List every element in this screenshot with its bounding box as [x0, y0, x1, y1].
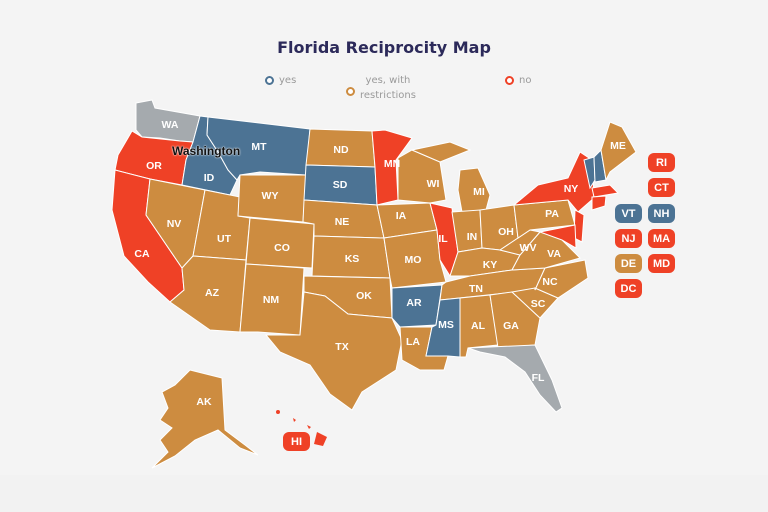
state-CT[interactable] — [591, 195, 607, 211]
label-ND: ND — [333, 144, 349, 156]
label-SC: SC — [531, 298, 546, 310]
badge-RI[interactable]: RI — [648, 153, 675, 172]
label-WI: WI — [427, 178, 440, 190]
state-MD[interactable] — [538, 224, 577, 249]
label-MO: MO — [405, 254, 422, 266]
label-ME: ME — [610, 140, 626, 152]
label-CA: CA — [134, 248, 150, 260]
label-VA: VA — [547, 248, 561, 260]
badge-CT[interactable]: CT — [648, 178, 675, 197]
badge-NJ[interactable]: NJ — [615, 229, 642, 248]
legend-label-restricted: yes, with restrictions — [360, 73, 416, 103]
legend-dot-no-icon — [505, 76, 514, 85]
label-MS: MS — [438, 319, 454, 331]
label-TX: TX — [335, 341, 348, 353]
legend-dot-yes-icon — [265, 76, 274, 85]
state-AK[interactable] — [151, 369, 259, 469]
label-KS: KS — [345, 253, 360, 265]
label-LA: LA — [406, 336, 420, 348]
badge-MA[interactable]: MA — [648, 229, 675, 248]
label-AL: AL — [471, 320, 486, 332]
label-TN: TN — [469, 283, 483, 295]
label-SD: SD — [333, 179, 348, 191]
legend-label-line2: restrictions — [360, 90, 416, 101]
label-MI: MI — [473, 186, 485, 198]
legend-label-line1: yes, with — [365, 75, 411, 86]
label-WA: WA — [162, 119, 179, 131]
label-UT: UT — [217, 233, 232, 245]
legend-label-yes: yes — [279, 75, 297, 86]
state-TX[interactable] — [264, 291, 403, 411]
label-IA: IA — [396, 210, 407, 222]
label-NM: NM — [263, 294, 280, 306]
badge-NH[interactable]: NH — [648, 204, 675, 223]
label-NY: NY — [564, 183, 579, 195]
state-GA[interactable] — [489, 291, 541, 349]
label-MT: MT — [251, 141, 267, 153]
state-HI[interactable] — [276, 410, 327, 446]
label-GA: GA — [503, 320, 519, 332]
legend-dot-restricted-icon — [346, 87, 355, 96]
legend-label-no: no — [519, 75, 532, 86]
label-FL: FL — [532, 372, 545, 384]
label-WY: WY — [262, 190, 279, 202]
label-CO: CO — [274, 242, 290, 254]
label-NE: NE — [335, 216, 350, 228]
state-FL[interactable] — [467, 344, 563, 413]
state-labels: WA OR CA ID MT NV UT AZ WY CO NM ND SD N… — [134, 119, 625, 408]
hover-tooltip: Washington — [172, 144, 241, 158]
legend-yes[interactable]: yes — [265, 73, 296, 88]
badge-HI[interactable]: HI — [283, 432, 310, 451]
state-MA[interactable] — [591, 184, 620, 198]
label-MN: MN — [384, 158, 400, 170]
legend-no[interactable]: no — [505, 73, 531, 88]
state-AR[interactable] — [391, 284, 443, 328]
label-WV: WV — [520, 242, 537, 254]
label-ID: ID — [204, 172, 215, 184]
legend-restricted[interactable]: yes, with restrictions — [346, 73, 416, 103]
state-ME[interactable] — [600, 121, 637, 182]
label-HI: HI — [291, 435, 302, 448]
label-OR: OR — [146, 160, 162, 172]
state-NM[interactable] — [239, 263, 305, 336]
label-IL: IL — [438, 233, 448, 245]
label-AR: AR — [406, 297, 422, 309]
footer-band — [0, 475, 768, 512]
badge-DC[interactable]: DC — [615, 279, 642, 298]
state-MN[interactable] — [371, 129, 413, 206]
label-AK: AK — [196, 396, 212, 408]
badge-DE[interactable]: DE — [615, 254, 642, 273]
badge-VT[interactable]: VT — [615, 204, 642, 223]
state-WV[interactable] — [498, 229, 541, 256]
map-title: Florida Reciprocity Map — [277, 38, 491, 57]
badge-MD[interactable]: MD — [648, 254, 675, 273]
label-IN: IN — [467, 231, 478, 243]
label-OK: OK — [356, 290, 372, 302]
label-PA: PA — [545, 208, 559, 220]
label-KY: KY — [483, 259, 498, 271]
label-NV: NV — [167, 218, 182, 230]
label-AZ: AZ — [205, 287, 220, 299]
label-OH: OH — [498, 226, 514, 238]
label-NC: NC — [542, 276, 558, 288]
